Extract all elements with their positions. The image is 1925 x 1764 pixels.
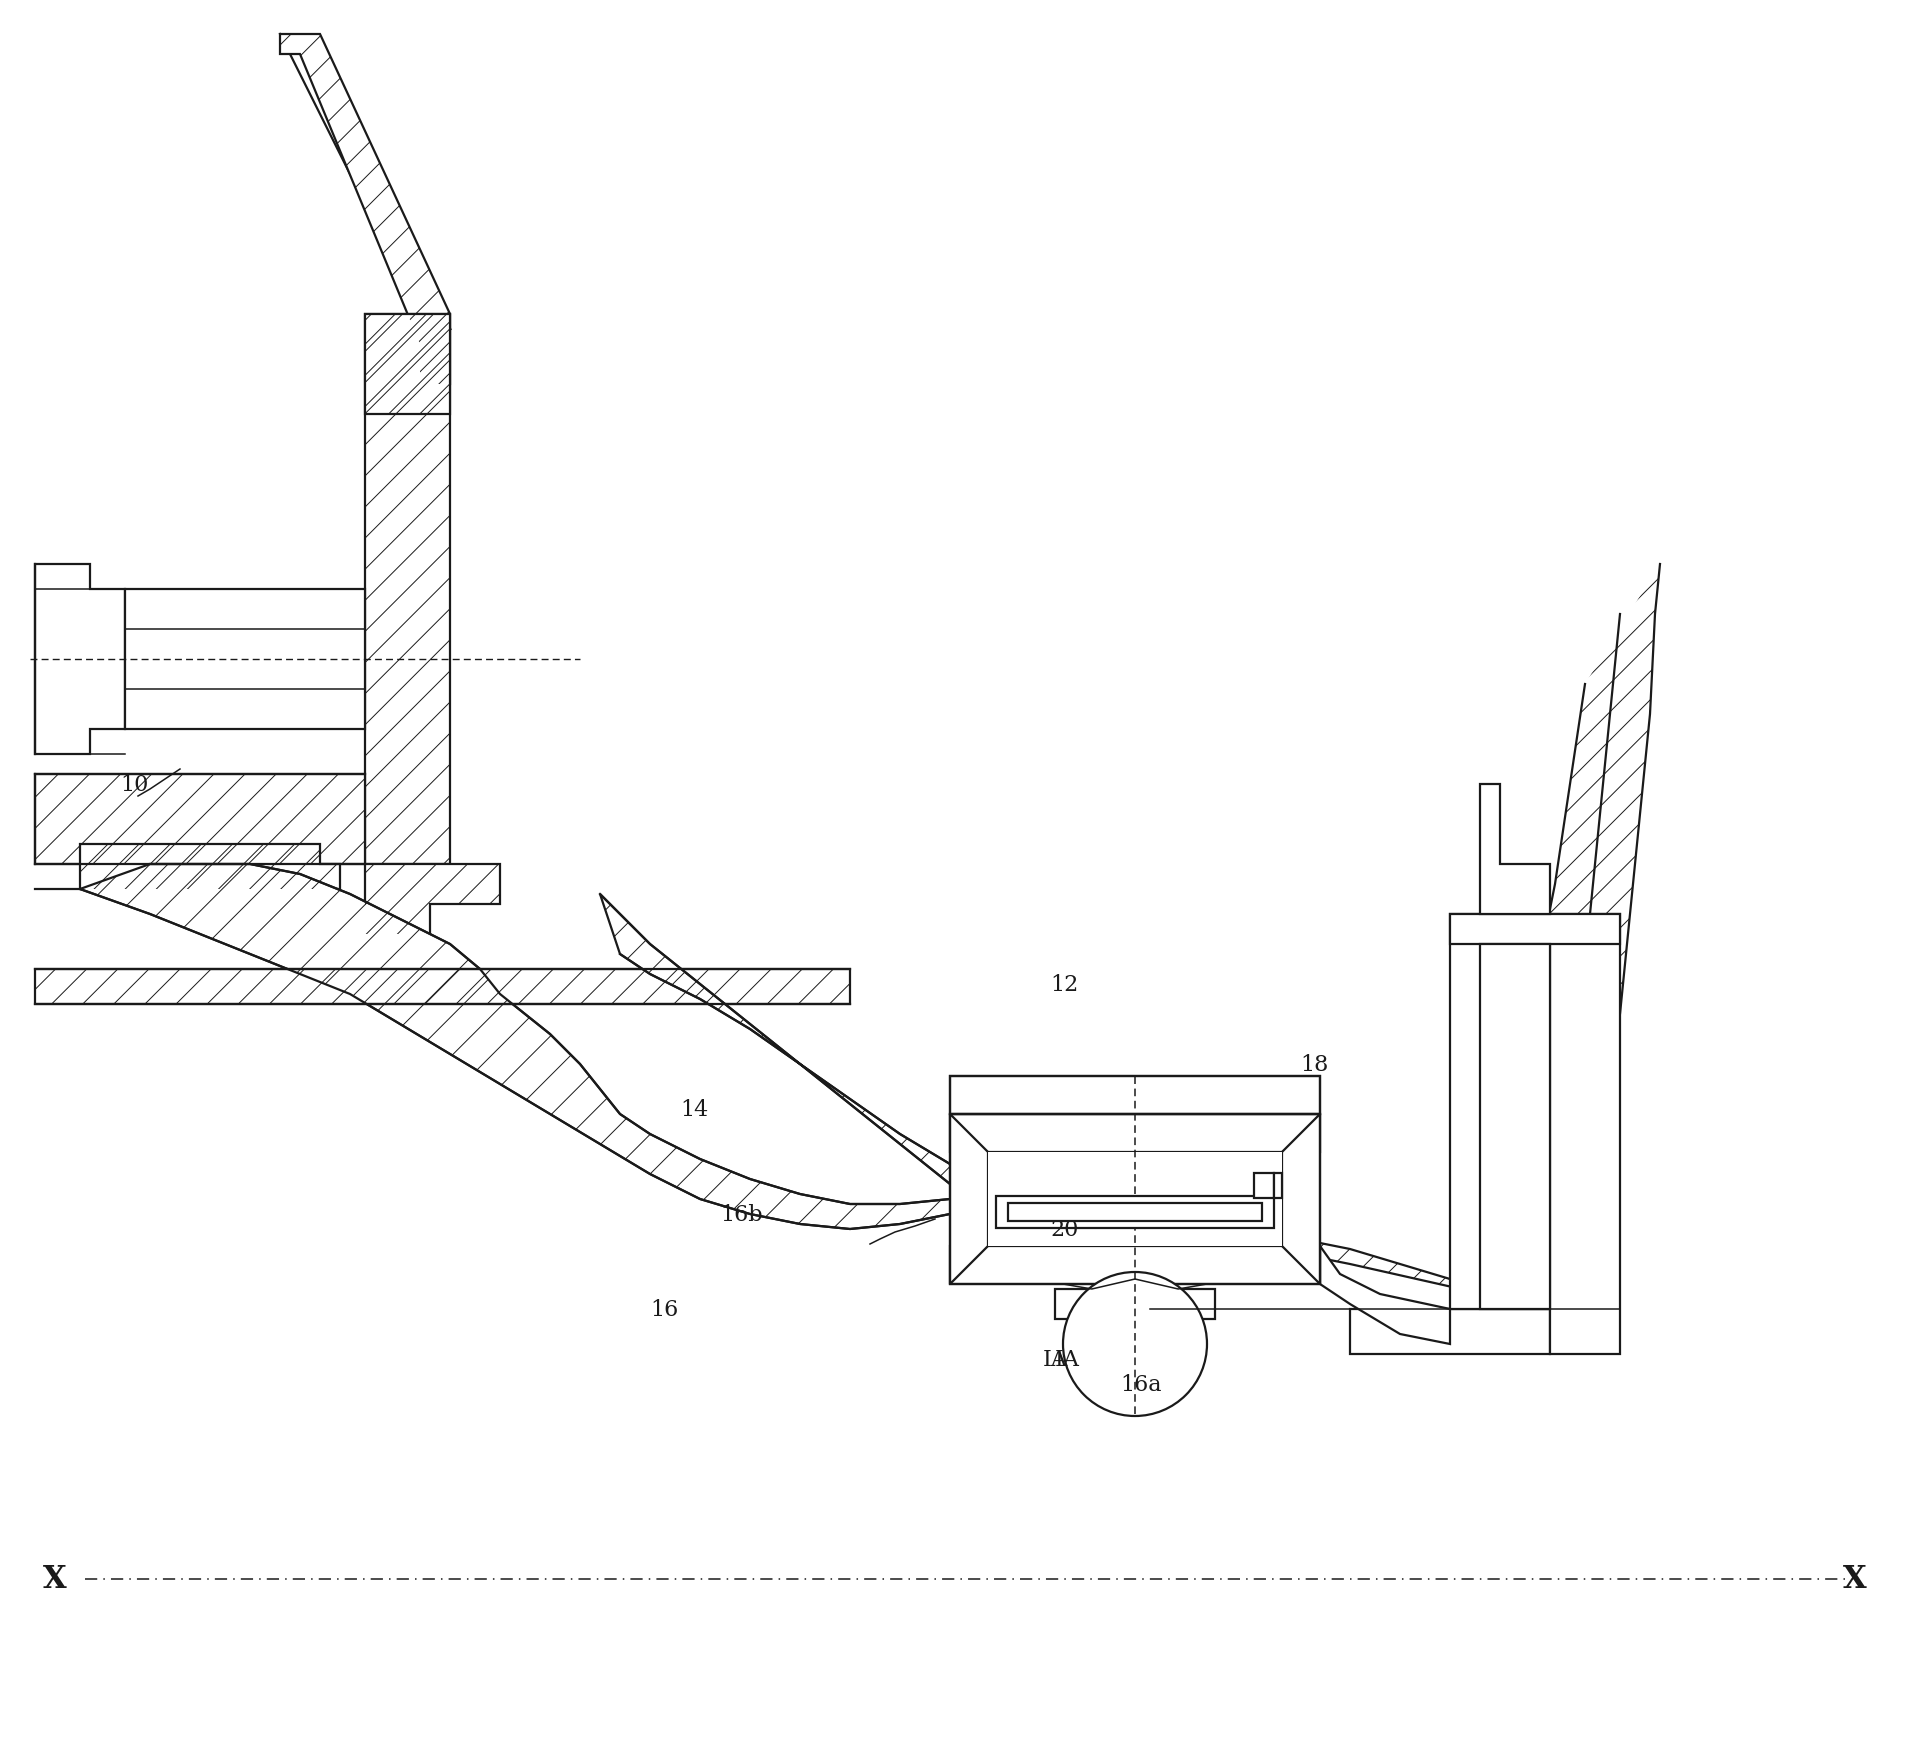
Text: 10: 10 xyxy=(119,774,148,796)
Text: IA: IA xyxy=(1043,1348,1068,1371)
Polygon shape xyxy=(366,864,500,935)
Text: IA: IA xyxy=(1055,1348,1080,1371)
Polygon shape xyxy=(35,774,366,864)
Polygon shape xyxy=(1450,914,1550,1309)
Polygon shape xyxy=(951,1115,1321,1152)
Polygon shape xyxy=(1349,1309,1550,1355)
Text: 16b: 16b xyxy=(720,1203,762,1226)
Text: X: X xyxy=(1842,1563,1867,1595)
Bar xyxy=(1274,1173,1282,1198)
Polygon shape xyxy=(125,589,366,730)
Polygon shape xyxy=(988,1152,1282,1247)
Polygon shape xyxy=(1055,1289,1215,1339)
Text: 20: 20 xyxy=(1049,1219,1078,1240)
Polygon shape xyxy=(366,314,450,415)
Polygon shape xyxy=(81,845,341,889)
Polygon shape xyxy=(1282,1115,1321,1284)
Text: X: X xyxy=(42,1563,67,1595)
Text: 16a: 16a xyxy=(1120,1372,1161,1395)
Circle shape xyxy=(1063,1272,1207,1416)
Polygon shape xyxy=(35,970,851,1004)
Polygon shape xyxy=(35,564,125,755)
Polygon shape xyxy=(1480,785,1550,914)
Polygon shape xyxy=(951,1115,988,1284)
Polygon shape xyxy=(601,894,1049,1194)
Polygon shape xyxy=(1321,1247,1450,1344)
Polygon shape xyxy=(279,35,450,385)
Polygon shape xyxy=(1450,914,1621,944)
Bar xyxy=(995,1196,1274,1228)
Bar xyxy=(1480,944,1550,1309)
Bar xyxy=(1009,1203,1263,1221)
Text: 14: 14 xyxy=(680,1099,708,1120)
Polygon shape xyxy=(951,1247,1321,1284)
Text: 16: 16 xyxy=(651,1298,678,1319)
Polygon shape xyxy=(951,1076,1321,1115)
Polygon shape xyxy=(1049,1164,1550,1309)
Bar xyxy=(1253,1173,1274,1198)
Text: 12: 12 xyxy=(1049,974,1078,995)
Bar xyxy=(951,1076,1321,1115)
Text: 18: 18 xyxy=(1299,1053,1328,1076)
Polygon shape xyxy=(1550,914,1621,1355)
Polygon shape xyxy=(366,314,450,864)
Polygon shape xyxy=(81,864,999,1230)
